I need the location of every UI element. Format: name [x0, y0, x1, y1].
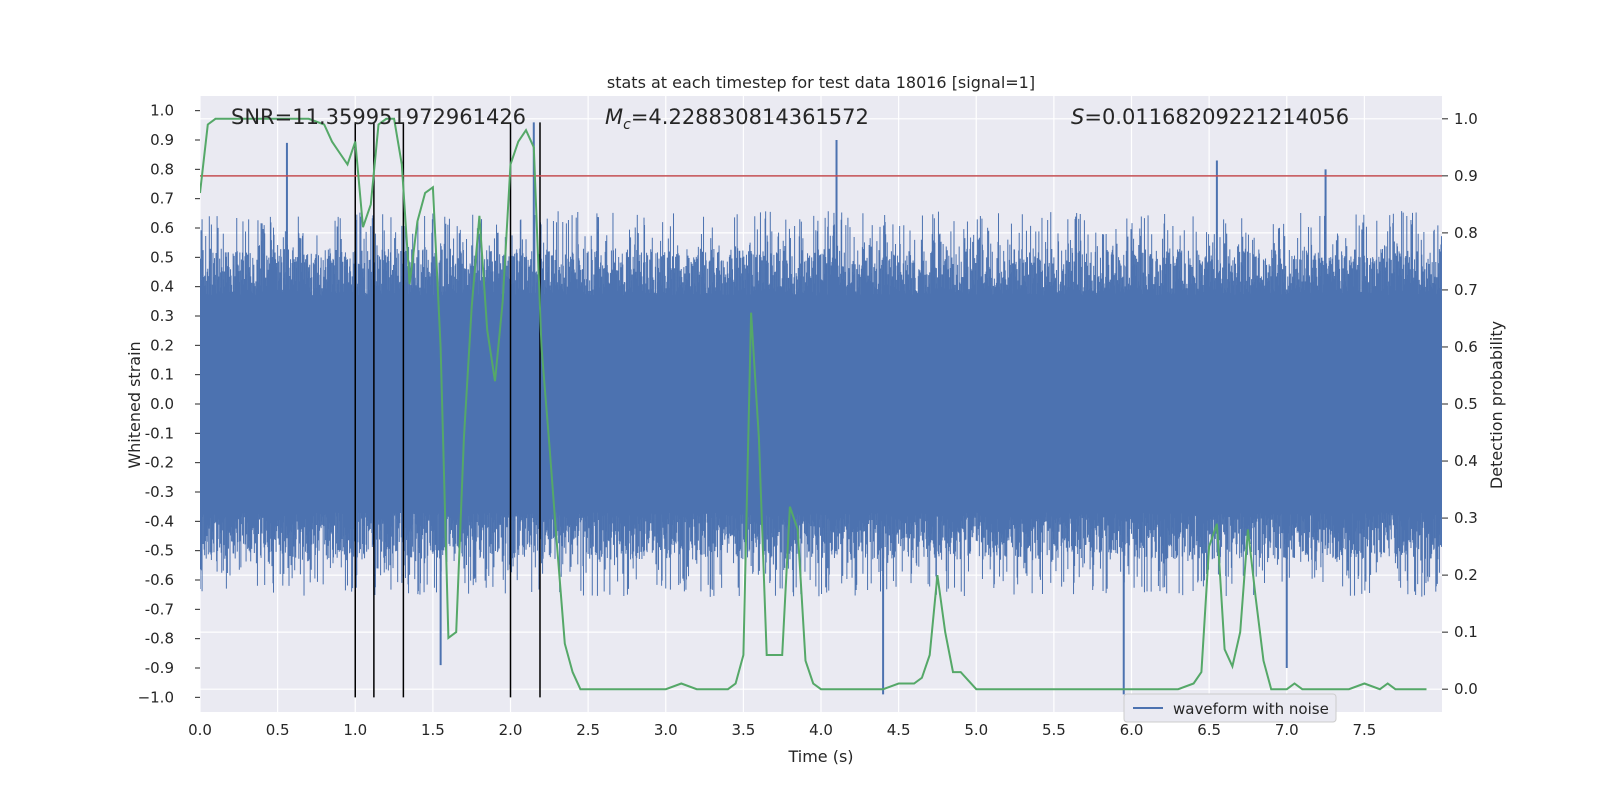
x-tick-label: 0.5: [266, 721, 290, 739]
y-tick-label: -0.4: [145, 512, 174, 530]
significance-symbol: S: [1071, 105, 1084, 129]
x-tick-label: 5.0: [964, 721, 988, 739]
y-tick-label: -0.5: [145, 542, 174, 560]
y-tick-label: -0.1: [145, 424, 174, 442]
y-tick-label: 0.8: [150, 160, 174, 178]
y-tick-label: 0.6: [150, 219, 174, 237]
snr-annotation: SNR=11.359951972961426: [231, 105, 526, 129]
x-tick-label: 2.0: [499, 721, 523, 739]
y2-tick-label: 0.5: [1454, 395, 1478, 413]
x-axis-label: Time (s): [787, 747, 853, 766]
y2-tick-label: 0.2: [1454, 566, 1478, 584]
waveform-peaks: [285, 122, 1327, 695]
y2-tick-label: 0.1: [1454, 623, 1478, 641]
x-tick-label: 7.5: [1352, 721, 1376, 739]
y-tick-label: 0.4: [150, 278, 174, 296]
y-tick-label: 0.9: [150, 131, 174, 149]
y-tick-label: 0.3: [150, 307, 174, 325]
y-axis-ticks: 1.0 0.9 0.8 0.7 0.6 0.5 0.4 0.3 0.2 0.1 0.0 -0.1 -0.…: [138, 102, 200, 706]
x-tick-label: 4.0: [809, 721, 833, 739]
y2-tick-label: 0.8: [1454, 224, 1478, 242]
y2-axis-label: Detection probability: [1487, 321, 1506, 489]
waveform-core-band: [200, 295, 1442, 513]
x-tick-label: 2.5: [576, 721, 600, 739]
y2-tick-label: 0.0: [1454, 680, 1478, 698]
chart-title: stats at each timestep for test data 180…: [607, 73, 1035, 92]
y2-tick-label: 0.6: [1454, 338, 1478, 356]
y-tick-label: −1.0: [138, 688, 174, 706]
y-axis-label: Whitened strain: [125, 341, 144, 468]
y2-tick-label: 0.3: [1454, 509, 1478, 527]
y-tick-label: -0.8: [145, 630, 174, 648]
x-tick-label: 3.0: [654, 721, 678, 739]
plot-area: [200, 117, 1442, 698]
x-tick-label: 1.0: [343, 721, 367, 739]
x-axis-ticks: 0.0 0.5 1.0 1.5 2.0 2.5 3.0 3.5 4.0 4.5 5.0 5.5 6.0 6…: [188, 721, 1376, 739]
x-tick-label: 6.0: [1120, 721, 1144, 739]
y-tick-label: -0.3: [145, 483, 174, 501]
significance-value: =0.01168209221214056: [1084, 105, 1349, 129]
x-tick-label: 1.5: [421, 721, 445, 739]
x-tick-label: 3.5: [731, 721, 755, 739]
y-tick-label: 0.2: [150, 336, 174, 354]
y2-axis-ticks: 1.0 0.9 0.8 0.7 0.6 0.5 0.4 0.3 0.2 0.1 0.0: [1442, 110, 1478, 698]
legend-label: waveform with noise: [1173, 700, 1329, 718]
y-tick-label: 0.5: [150, 248, 174, 266]
chirp-mass-value: =4.228830814361572: [631, 105, 869, 129]
y-tick-label: 1.0: [150, 102, 174, 120]
x-tick-label: 0.0: [188, 721, 212, 739]
chirp-mass-annotation: Mc=4.228830814361572: [605, 105, 869, 133]
x-tick-label: 7.0: [1275, 721, 1299, 739]
x-tick-label: 6.5: [1197, 721, 1221, 739]
y-tick-label: -0.9: [145, 659, 174, 677]
y-tick-label: 0.7: [150, 190, 174, 208]
y2-tick-label: 1.0: [1454, 110, 1478, 128]
probability-series: [200, 117, 1427, 691]
vertical-markers: [354, 122, 541, 698]
significance-annotation: S=0.01168209221214056: [1071, 105, 1349, 129]
chirp-mass-symbol: M: [605, 105, 623, 129]
y-tick-label: 0.0: [150, 395, 174, 413]
y-tick-label: -0.2: [145, 454, 174, 472]
y2-tick-label: 0.9: [1454, 167, 1478, 185]
y-tick-label: 0.1: [150, 366, 174, 384]
y-tick-label: -0.6: [145, 571, 174, 589]
y2-tick-label: 0.7: [1454, 281, 1478, 299]
x-tick-label: 4.5: [887, 721, 911, 739]
legend: waveform with noise: [1123, 693, 1337, 723]
y-tick-label: -0.7: [145, 600, 174, 618]
y2-tick-label: 0.4: [1454, 452, 1478, 470]
chirp-mass-subscript: c: [623, 117, 631, 133]
x-tick-label: 5.5: [1042, 721, 1066, 739]
legend-box: [1123, 693, 1337, 723]
